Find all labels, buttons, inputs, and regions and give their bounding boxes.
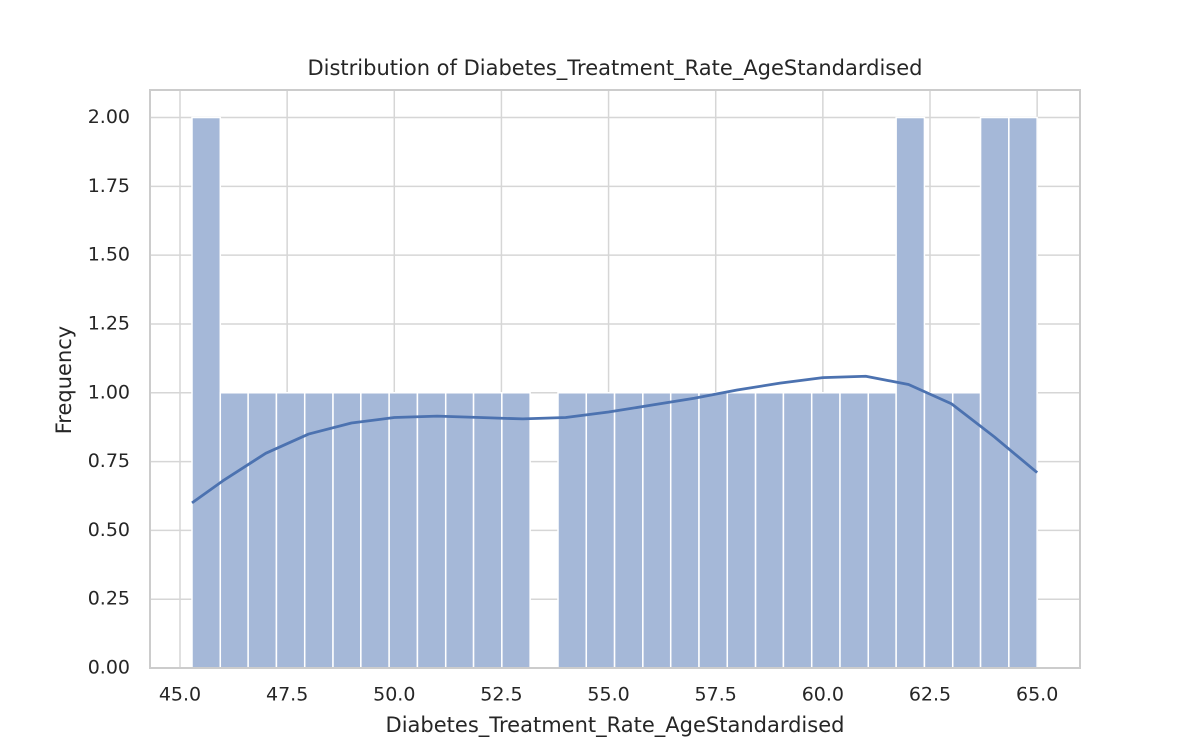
bar xyxy=(698,392,729,669)
bar xyxy=(669,392,700,669)
plot-frame xyxy=(149,89,1081,669)
bar xyxy=(585,392,616,669)
y-tick-label: 0.00 xyxy=(88,657,130,679)
y-axis-label: Frequency xyxy=(52,326,76,435)
bar xyxy=(979,116,1010,669)
x-tick-label: 57.5 xyxy=(695,684,737,706)
bar xyxy=(332,392,362,669)
y-tick-label: 2.00 xyxy=(88,106,130,128)
y-tick-label: 0.75 xyxy=(88,450,130,472)
x-tick-label: 45.0 xyxy=(159,684,201,706)
y-tick-label: 1.25 xyxy=(88,312,130,334)
bar xyxy=(726,392,757,669)
x-tick-label: 65.0 xyxy=(1016,684,1058,706)
bar xyxy=(810,392,841,669)
x-tick-label: 52.5 xyxy=(480,684,522,706)
bar xyxy=(867,392,897,669)
x-axis-label: Diabetes_Treatment_Rate_AgeStandardised xyxy=(386,713,845,738)
y-tick-label: 1.50 xyxy=(88,244,130,266)
bar xyxy=(1008,116,1038,669)
bar xyxy=(247,392,278,669)
bar xyxy=(923,392,954,669)
bar xyxy=(782,392,813,669)
bar xyxy=(557,392,588,669)
x-tick-label: 62.5 xyxy=(909,684,951,706)
bar xyxy=(895,116,926,669)
bar xyxy=(360,392,390,669)
y-tick-label: 1.75 xyxy=(88,175,130,197)
bar xyxy=(501,392,531,669)
bar xyxy=(951,392,982,669)
bar xyxy=(275,392,306,669)
bar xyxy=(444,392,475,669)
y-tick-label: 1.00 xyxy=(88,381,130,403)
x-tick-label: 47.5 xyxy=(266,684,308,706)
y-tick-label: 0.25 xyxy=(88,588,130,610)
bar xyxy=(416,392,447,669)
bar xyxy=(219,392,249,669)
x-tick-label: 50.0 xyxy=(373,684,415,706)
kde-line xyxy=(191,374,1039,504)
bar xyxy=(388,392,419,669)
x-tick-label: 55.0 xyxy=(587,684,629,706)
bar xyxy=(472,392,503,669)
bar xyxy=(839,392,870,669)
y-tick-label: 0.50 xyxy=(88,519,130,541)
bar xyxy=(754,392,785,669)
bar xyxy=(191,116,222,669)
chart-title: Distribution of Diabetes_Treatment_Rate_… xyxy=(307,56,922,81)
bar xyxy=(613,392,644,669)
bar xyxy=(642,392,672,669)
x-tick-label: 60.0 xyxy=(802,684,844,706)
